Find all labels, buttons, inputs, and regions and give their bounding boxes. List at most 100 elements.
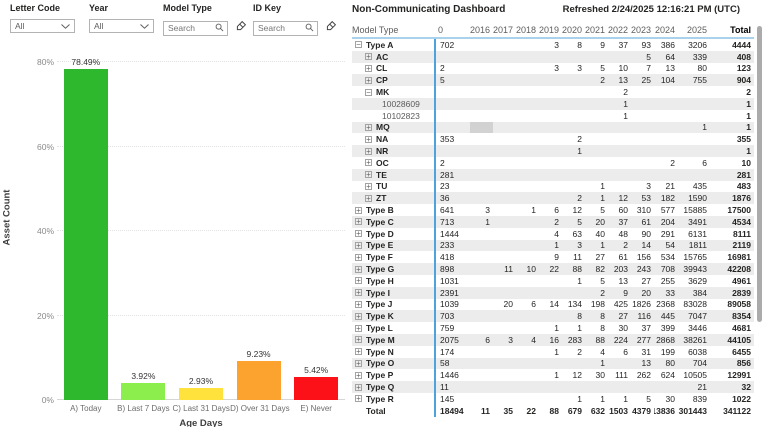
cell: 204: [660, 216, 675, 227]
row-label[interactable]: TU: [376, 181, 388, 192]
expand-toggle-icon[interactable]: +: [355, 382, 362, 392]
collapse-toggle-icon[interactable]: −: [355, 40, 362, 50]
expand-toggle-icon[interactable]: +: [355, 264, 362, 274]
year-dropdown[interactable]: All: [89, 19, 154, 33]
model-type-search-input[interactable]: [164, 23, 208, 33]
row-label[interactable]: Type Q: [366, 382, 395, 392]
table-row: + Type D 1444 4 63 40 48 90 291 6131 8111: [352, 227, 754, 240]
letter-code-dropdown[interactable]: All: [10, 19, 75, 33]
cell: 199: [660, 346, 675, 357]
row-label[interactable]: Type C: [366, 216, 394, 227]
scrollbar-thumb[interactable]: [757, 26, 762, 322]
expand-toggle-icon[interactable]: +: [365, 181, 372, 191]
cell: 291: [660, 228, 675, 239]
id-key-search[interactable]: [253, 20, 318, 36]
bar[interactable]: [178, 387, 223, 400]
expand-toggle-icon[interactable]: +: [355, 358, 362, 368]
row-label[interactable]: Type A: [366, 39, 394, 50]
row-label[interactable]: Type J: [366, 299, 393, 310]
table-row: + Type B 641 3 1 6 12 5 60 310 577 15885 17500: [352, 204, 754, 216]
row-label[interactable]: Type L: [366, 323, 393, 334]
x-axis-labels: A) Today B) Last 7 Days C) Last 31 Days D) …: [57, 404, 345, 413]
row-label[interactable]: 10102823: [382, 110, 420, 121]
expand-toggle-icon[interactable]: +: [365, 193, 372, 203]
row-label[interactable]: MQ: [376, 122, 390, 133]
cell: [539, 86, 562, 98]
row-label[interactable]: OC: [376, 157, 389, 168]
expand-toggle-icon[interactable]: +: [365, 170, 372, 180]
row-label[interactable]: Type O: [366, 358, 395, 369]
row-label[interactable]: 10028609: [382, 98, 420, 109]
id-key-search-input[interactable]: [254, 23, 298, 33]
expand-toggle-icon[interactable]: +: [365, 63, 372, 73]
cell: 11: [504, 264, 513, 275]
row-label[interactable]: Type M: [366, 334, 395, 345]
collapse-toggle-icon[interactable]: −: [365, 87, 372, 97]
row-label[interactable]: Type N: [366, 346, 394, 357]
expand-toggle-icon[interactable]: +: [365, 146, 372, 156]
chevron-down-icon: [61, 21, 70, 31]
bar[interactable]: [63, 68, 108, 400]
eraser-icon[interactable]: [325, 19, 337, 37]
cell: [470, 393, 493, 405]
row-label[interactable]: Type I: [366, 287, 390, 298]
expand-toggle-icon[interactable]: +: [355, 394, 362, 404]
filter-label: Year: [89, 3, 109, 13]
expand-toggle-icon[interactable]: +: [365, 122, 372, 132]
cell: 3: [508, 334, 513, 345]
bar[interactable]: [236, 361, 281, 400]
cell: 759: [434, 322, 470, 334]
expand-toggle-icon[interactable]: +: [355, 311, 362, 321]
expand-toggle-icon[interactable]: +: [355, 240, 362, 250]
cell: 15765: [683, 252, 707, 263]
row-label[interactable]: AC: [376, 51, 389, 62]
row-label[interactable]: Type D: [366, 228, 394, 239]
row-label[interactable]: Type F: [366, 252, 393, 263]
expand-toggle-icon[interactable]: +: [355, 205, 362, 215]
expand-toggle-icon[interactable]: +: [355, 347, 362, 357]
cell: [539, 157, 562, 169]
cell: 3629: [688, 275, 707, 286]
row-label[interactable]: CL: [376, 63, 388, 74]
row-label[interactable]: Type R: [366, 393, 394, 404]
cell: [470, 145, 493, 157]
expand-toggle-icon[interactable]: +: [365, 52, 372, 62]
row-label[interactable]: NA: [376, 134, 389, 145]
model-type-search[interactable]: [163, 20, 228, 36]
row-label[interactable]: TE: [376, 169, 387, 180]
expand-toggle-icon[interactable]: +: [355, 370, 362, 380]
row-label[interactable]: Type H: [366, 275, 394, 286]
cell: [654, 98, 678, 110]
expand-toggle-icon[interactable]: +: [355, 335, 362, 345]
row-label[interactable]: NR: [376, 146, 389, 157]
row-label[interactable]: Type G: [366, 264, 395, 275]
cell: 104: [660, 75, 675, 86]
expand-toggle-icon[interactable]: +: [365, 134, 372, 144]
expand-toggle-icon[interactable]: +: [355, 252, 362, 262]
expand-toggle-icon[interactable]: +: [355, 229, 362, 239]
expand-toggle-icon[interactable]: +: [355, 323, 362, 333]
bar[interactable]: [121, 383, 166, 400]
cell: 1: [577, 275, 582, 286]
row-label[interactable]: MK: [376, 87, 390, 98]
cell: [516, 216, 539, 228]
expand-toggle-icon[interactable]: +: [355, 217, 362, 227]
row-label[interactable]: Type E: [366, 240, 394, 251]
row-label[interactable]: Type P: [366, 370, 394, 381]
cell: [678, 98, 710, 110]
eraser-icon[interactable]: [235, 19, 247, 37]
row-label[interactable]: Type B: [366, 205, 394, 216]
cell: [516, 310, 539, 322]
expand-toggle-icon[interactable]: +: [355, 288, 362, 298]
expand-toggle-icon[interactable]: +: [365, 158, 372, 168]
cell: [654, 381, 678, 393]
row-label[interactable]: CP: [376, 75, 388, 86]
row-label[interactable]: Type K: [366, 311, 394, 322]
bar[interactable]: [294, 377, 339, 400]
expand-toggle-icon[interactable]: +: [365, 75, 372, 85]
cell: 7: [646, 63, 651, 74]
row-label[interactable]: ZT: [376, 193, 387, 204]
expand-toggle-icon[interactable]: +: [355, 276, 362, 286]
expand-toggle-icon[interactable]: +: [355, 299, 362, 309]
cell: [654, 169, 678, 181]
